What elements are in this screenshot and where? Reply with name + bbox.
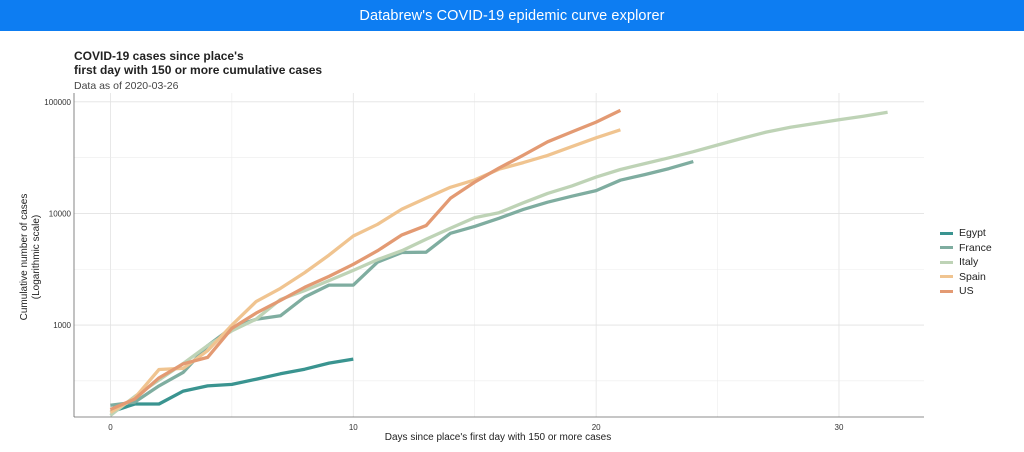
series-line-us	[109, 108, 622, 412]
series-lines	[109, 108, 888, 417]
legend: Egypt France Italy Spain US	[940, 226, 992, 299]
legend-label: Egypt	[959, 227, 986, 240]
legend-key	[940, 275, 953, 279]
y-tick-label: 10000	[49, 209, 72, 218]
y-tick-label: 100000	[44, 98, 71, 107]
axes: 0 10 20 30 1000 10000 100000	[44, 93, 924, 432]
x-axis-title: Days since place's first day with 150 or…	[385, 432, 611, 443]
y-axis-title-line-1: Cumulative number of cases	[19, 194, 30, 321]
y-axis-title-line-2: (Logarithmic scale)	[31, 215, 42, 299]
legend-item-spain: Spain	[940, 270, 992, 285]
x-tick-label: 20	[592, 423, 601, 432]
legend-key	[940, 260, 953, 264]
legend-item-egypt: Egypt	[940, 226, 992, 241]
legend-item-us: US	[940, 284, 992, 299]
y-axis-title: Cumulative number of cases (Logarithmic …	[19, 194, 42, 321]
legend-label: Italy	[959, 256, 979, 269]
y-tick-label: 1000	[53, 321, 71, 330]
legend-label: US	[959, 285, 974, 298]
legend-key	[940, 246, 953, 250]
legend-item-italy: Italy	[940, 255, 992, 270]
series-line-italy	[109, 110, 888, 417]
chart-title: COVID-19 cases since place's first day w…	[74, 49, 322, 77]
x-tick-label: 0	[108, 423, 113, 432]
grid-lines	[74, 93, 924, 417]
chart-title-line-2: first day with 150 or more cumulative ca…	[74, 63, 323, 77]
app-title: Databrew's COVID-19 epidemic curve explo…	[359, 7, 665, 24]
legend-label: France	[959, 241, 992, 254]
x-tick-label: 10	[349, 423, 358, 432]
legend-key	[940, 231, 953, 235]
legend-key	[940, 289, 953, 293]
series-line-france	[110, 160, 694, 407]
chart-title-line-1: COVID-19 cases since place's	[74, 49, 244, 63]
app-header-bar: Databrew's COVID-19 epidemic curve explo…	[0, 0, 1024, 31]
legend-label: Spain	[959, 270, 986, 283]
series-line-egypt	[109, 357, 354, 414]
x-tick-label: 30	[835, 423, 844, 432]
legend-item-france: France	[940, 241, 992, 256]
chart-subtitle: Data as of 2020-03-26	[74, 80, 179, 92]
